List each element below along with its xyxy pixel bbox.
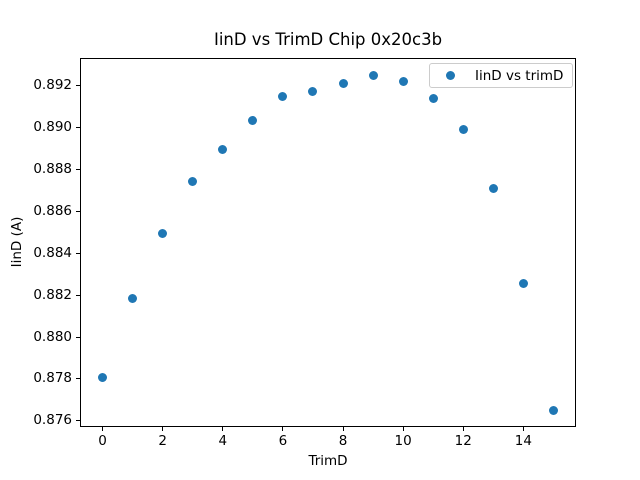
data-point bbox=[248, 115, 258, 125]
data-point bbox=[308, 86, 318, 96]
data-point bbox=[548, 406, 558, 416]
y-tick-label: 0.876 bbox=[33, 412, 72, 429]
data-point bbox=[398, 77, 408, 87]
x-tick-label: 0 bbox=[98, 433, 107, 449]
x-tick-label: 6 bbox=[278, 433, 288, 449]
y-tick-label: 0.888 bbox=[33, 160, 72, 177]
data-point bbox=[338, 79, 348, 89]
data-point bbox=[98, 372, 108, 382]
x-tick-label: 2 bbox=[158, 433, 167, 449]
x-tick-mark bbox=[402, 427, 404, 432]
x-tick-mark bbox=[162, 427, 164, 432]
y-tick-mark bbox=[76, 210, 80, 212]
x-tick-mark bbox=[222, 427, 224, 432]
y-tick-label: 0.878 bbox=[33, 370, 72, 387]
y-tick-label: 0.892 bbox=[33, 76, 72, 93]
x-tick-mark bbox=[102, 427, 104, 432]
data-point bbox=[368, 70, 378, 80]
x-tick-mark bbox=[522, 427, 524, 432]
x-tick-mark bbox=[282, 427, 284, 432]
y-tick-label: 0.884 bbox=[33, 244, 72, 261]
y-tick-mark bbox=[76, 420, 80, 422]
plot-area: IinD vs trimD bbox=[80, 58, 576, 427]
data-point bbox=[218, 145, 228, 155]
x-tick-label: 8 bbox=[338, 433, 348, 449]
y-tick-mark bbox=[76, 84, 80, 86]
data-point bbox=[278, 91, 288, 101]
data-point bbox=[158, 229, 168, 239]
y-tick-mark bbox=[76, 336, 80, 338]
y-tick-label: 0.890 bbox=[33, 118, 72, 135]
data-point bbox=[488, 184, 498, 194]
y-tick-mark bbox=[76, 126, 80, 128]
data-point bbox=[518, 279, 528, 289]
chart-title: IinD vs TrimD Chip 0x20c3b bbox=[213, 30, 443, 49]
y-tick-mark bbox=[76, 378, 80, 380]
y-tick-mark bbox=[76, 168, 80, 170]
x-tick-mark bbox=[462, 427, 464, 432]
data-point bbox=[188, 176, 198, 186]
legend-marker-icon bbox=[446, 71, 455, 80]
legend-label: IinD vs trimD bbox=[475, 67, 564, 84]
y-tick-mark bbox=[76, 294, 80, 296]
x-tick-label: 14 bbox=[514, 433, 532, 449]
y-tick-label: 0.882 bbox=[33, 286, 72, 303]
data-point bbox=[458, 125, 468, 135]
legend: IinD vs trimD bbox=[429, 63, 573, 88]
y-tick-label: 0.880 bbox=[33, 328, 72, 345]
x-axis-label: TrimD bbox=[308, 453, 348, 469]
data-point bbox=[128, 294, 138, 304]
data-point bbox=[428, 93, 438, 103]
x-tick-label: 10 bbox=[394, 433, 412, 449]
y-tick-mark bbox=[76, 252, 80, 254]
x-tick-label: 12 bbox=[454, 433, 472, 449]
x-tick-mark bbox=[342, 427, 344, 432]
x-tick-label: 4 bbox=[218, 433, 228, 449]
y-tick-label: 0.886 bbox=[33, 202, 72, 219]
